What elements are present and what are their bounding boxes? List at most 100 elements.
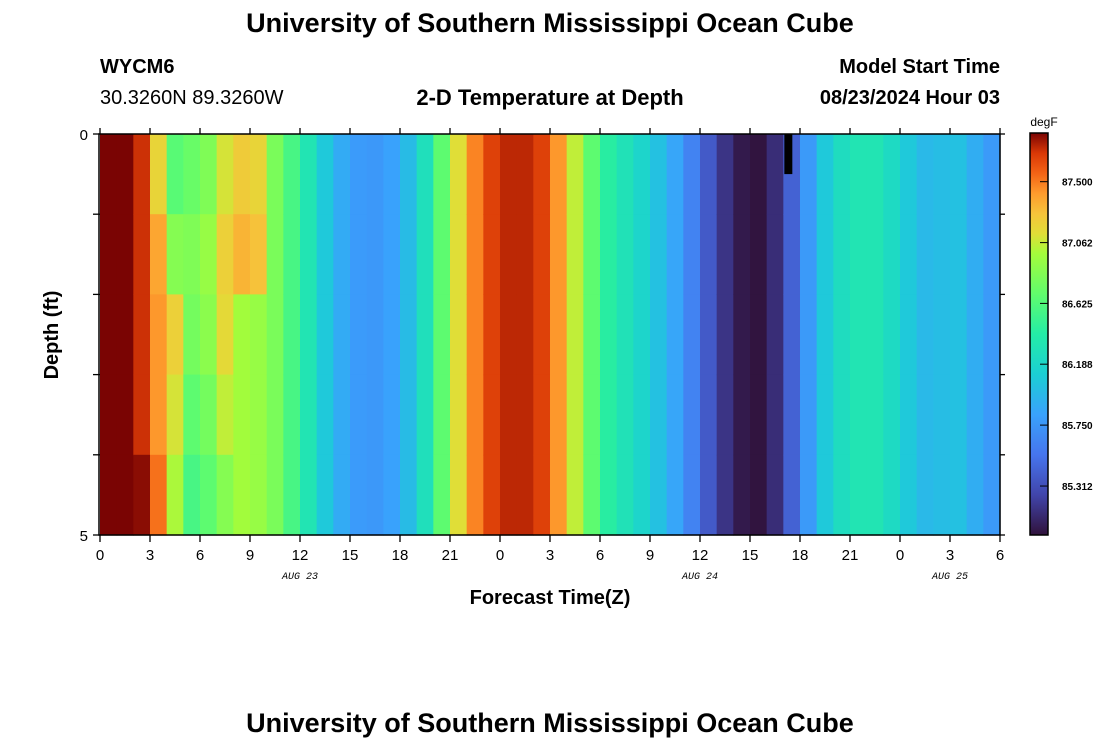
heatmap-cell [883, 454, 901, 536]
colorbar-unit: degF [1030, 115, 1057, 129]
heatmap-cell [333, 134, 351, 215]
heatmap-cell [600, 134, 618, 215]
heatmap-cell [250, 134, 268, 215]
heatmap-cell [900, 214, 918, 295]
x-tick-label: 12 [692, 547, 709, 564]
model-start-value: 08/23/2024 Hour 03 [819, 87, 1000, 109]
heatmap-cell [733, 454, 751, 536]
heatmap-cell [616, 134, 634, 215]
heatmap-cell [866, 294, 884, 376]
heatmap-cell [250, 294, 268, 376]
heatmap-cell [600, 214, 618, 295]
heatmap-cell [883, 214, 901, 295]
heatmap-cell [216, 454, 234, 536]
heatmap-cell [316, 214, 334, 295]
x-date-label: AUG 23 [281, 572, 318, 583]
heatmap-cell [500, 294, 518, 376]
page-title: University of Southern Mississippi Ocean… [246, 8, 854, 38]
heatmap-cell [133, 374, 151, 456]
heatmap-cell [200, 294, 218, 376]
heatmap-cell [850, 134, 868, 215]
heatmap-cell [983, 294, 1001, 376]
heatmap-cell [366, 214, 384, 295]
heatmap-cell [566, 214, 584, 295]
heatmap-cell [283, 134, 301, 215]
heatmap-cell [300, 374, 318, 456]
heatmap-cell [550, 454, 568, 536]
heatmap-cell [883, 134, 901, 215]
heatmap-cell [250, 374, 268, 456]
heatmap-cell [283, 294, 301, 376]
heatmap-cell [433, 134, 451, 215]
heatmap-cell [866, 454, 884, 536]
x-axis-label: Forecast Time(Z) [470, 587, 631, 609]
heatmap-cell [366, 134, 384, 215]
heatmap-cell [916, 294, 934, 376]
heatmap-cell [166, 134, 184, 215]
heatmap-cell [966, 454, 984, 536]
heatmap-cell [566, 454, 584, 536]
x-tick-label: 15 [342, 547, 359, 564]
heatmap-cell [150, 294, 168, 376]
heatmap-cell [916, 374, 934, 456]
heatmap-cell [466, 134, 484, 215]
x-tick-label: 3 [546, 547, 554, 564]
heatmap-cell [750, 294, 768, 376]
heatmap-cell [783, 374, 801, 456]
heatmap-cell [600, 454, 618, 536]
heatmap-cell [400, 134, 418, 215]
heatmap-cell [416, 214, 434, 295]
heatmap-cell [416, 374, 434, 456]
heatmap-cell [733, 374, 751, 456]
heatmap-cell [550, 374, 568, 456]
heatmap-cell [983, 134, 1001, 215]
x-date-label: AUG 25 [931, 572, 968, 583]
heatmap-cell [100, 294, 118, 376]
heatmap-cell [783, 454, 801, 536]
heatmap-cell [383, 294, 401, 376]
heatmap-cell [116, 454, 134, 536]
x-tick-label: 18 [792, 547, 809, 564]
heatmap-cell [500, 134, 518, 215]
x-tick-label: 0 [96, 547, 104, 564]
heatmap-cell [683, 134, 701, 215]
heatmap-cell [233, 374, 251, 456]
x-tick-label: 6 [196, 547, 204, 564]
heatmap-cell [533, 454, 551, 536]
heatmap-cell [933, 214, 951, 295]
heatmap-cell [883, 374, 901, 456]
heatmap-cell [833, 374, 851, 456]
heatmap-cell [333, 294, 351, 376]
colorbar-tick-label: 87.062 [1062, 239, 1093, 250]
heatmap-cell [733, 214, 751, 295]
heatmap-cell [333, 454, 351, 536]
heatmap-cell [183, 294, 201, 376]
heatmap-cell [616, 294, 634, 376]
heatmap-cell [466, 454, 484, 536]
heatmap-cell [700, 134, 718, 215]
plot-title: 2-D Temperature at Depth [416, 85, 684, 110]
heatmap-cell [850, 374, 868, 456]
heatmap-cell [550, 214, 568, 295]
heatmap-cell [416, 454, 434, 536]
heatmap-cell [616, 454, 634, 536]
heatmap-cell [850, 294, 868, 376]
colorbar-tick-label: 87.500 [1062, 178, 1093, 189]
heatmap-cell [700, 294, 718, 376]
station-coordinates: 30.3260N 89.3260W [100, 87, 284, 109]
heatmap-cell [616, 374, 634, 456]
heatmap-cell [300, 134, 318, 215]
heatmap-cell [816, 454, 834, 536]
temperature-depth-chart: 0 3 6 9 12 15 18 21 0 3 6 9 12 15 18 21 0 3 6 AUG 23 AUG 24 A… [41, 115, 1093, 609]
heatmap-cell [133, 294, 151, 376]
heatmap-cell [600, 294, 618, 376]
heatmap-cell [233, 294, 251, 376]
heatmap-cell [533, 134, 551, 215]
heatmap-cell [800, 294, 818, 376]
colorbar-tick-label: 86.188 [1062, 360, 1093, 371]
x-tick-label: 3 [946, 547, 954, 564]
heatmap-cell [216, 214, 234, 295]
heatmap-cell [300, 294, 318, 376]
heatmap-cell [633, 134, 651, 215]
heatmap-cell [583, 374, 601, 456]
